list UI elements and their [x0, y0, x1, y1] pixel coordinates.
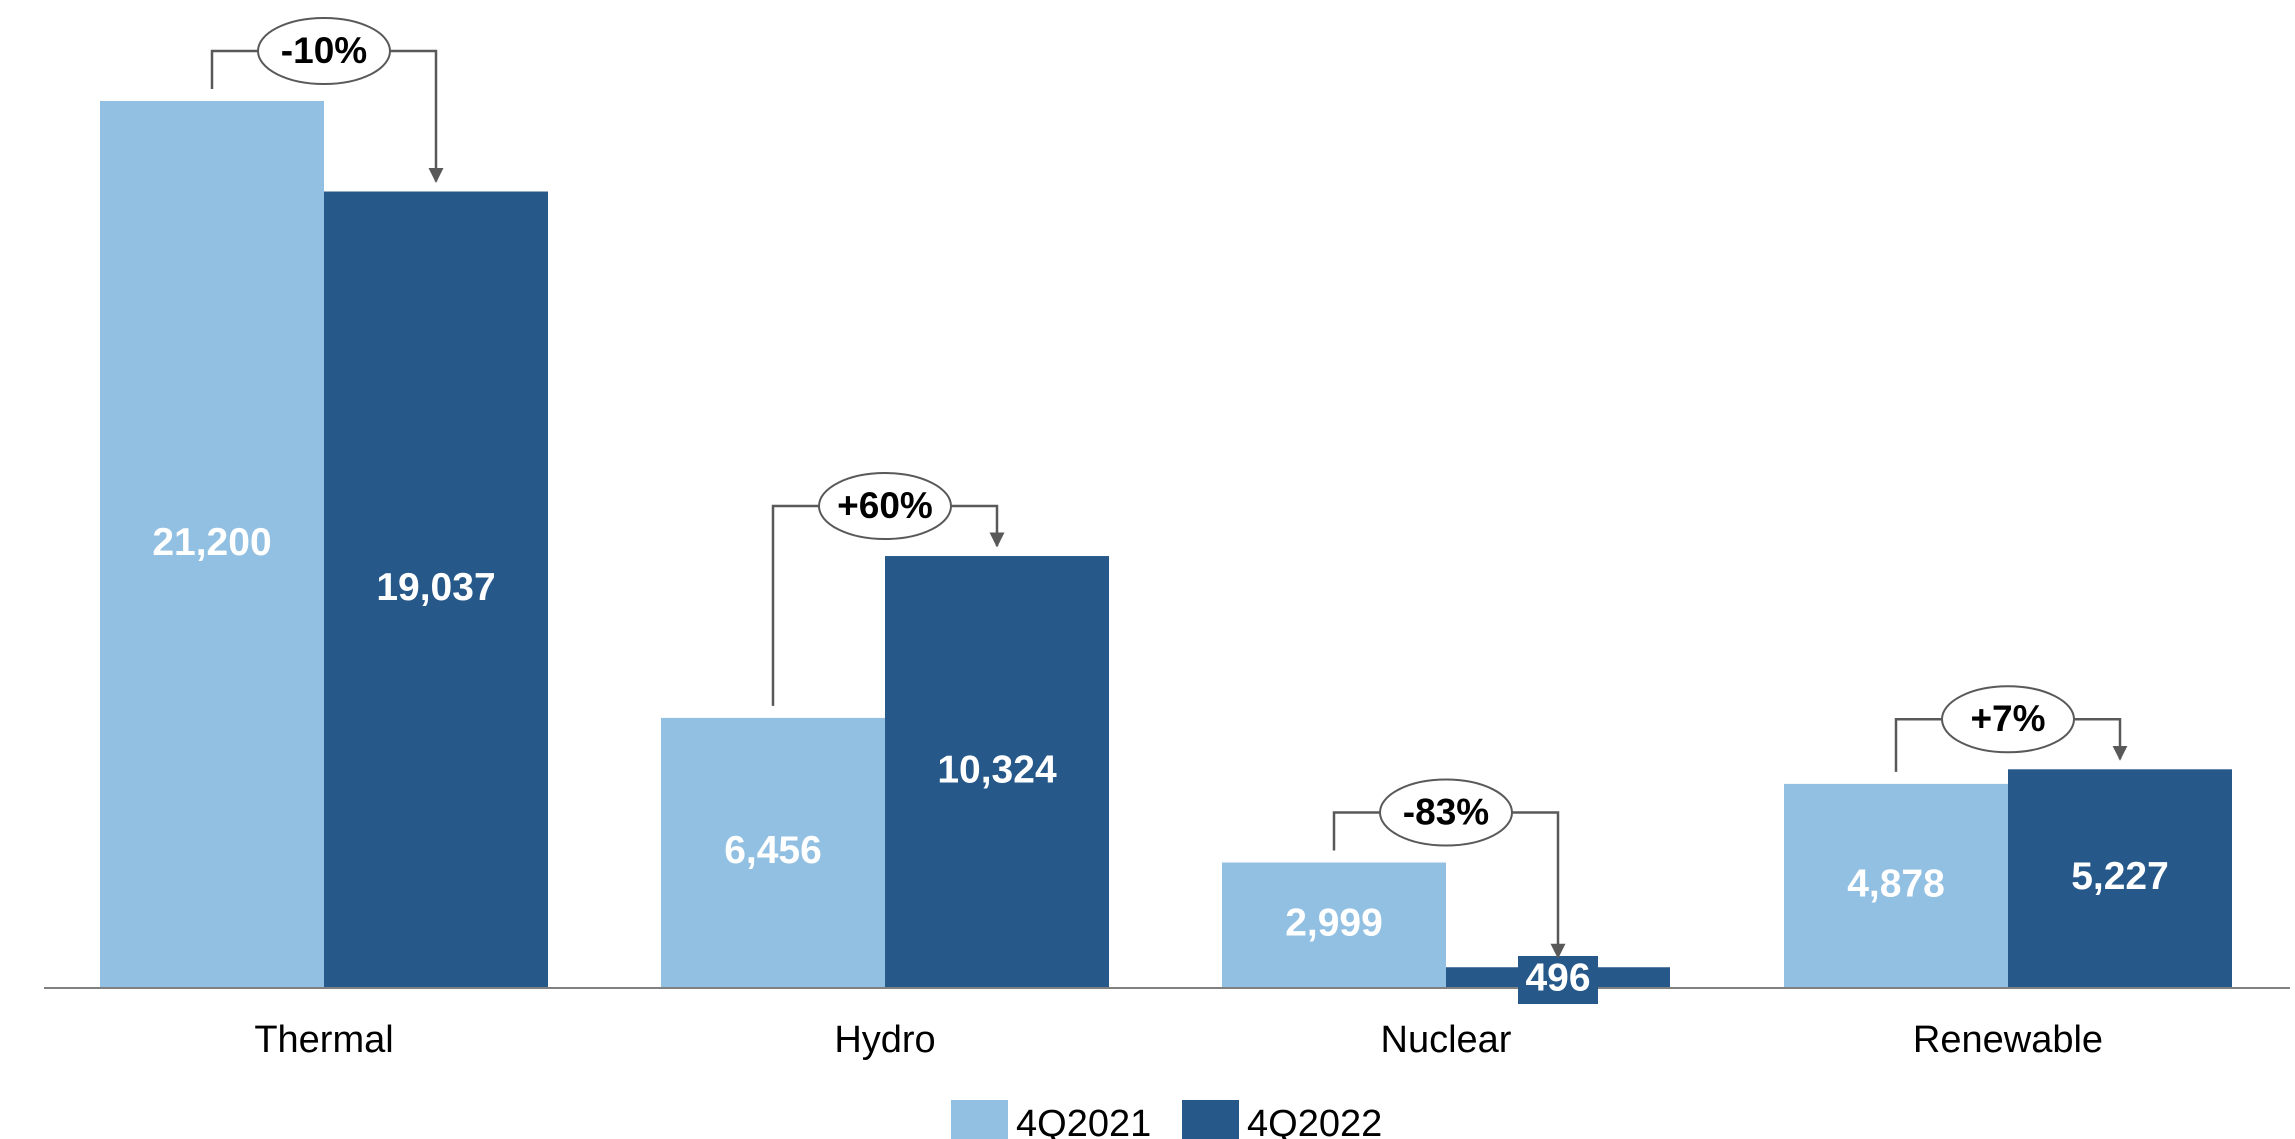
bar-hydro-4q2021: [661, 717, 885, 988]
category-label: Hydro: [834, 1019, 935, 1061]
connector-arrow: [390, 49, 444, 183]
change-annotation: +7%: [1894, 685, 2128, 772]
change-oval: [818, 472, 952, 541]
value-label: 4,878: [1847, 862, 1945, 905]
change-annotation: -83%: [1332, 778, 1566, 959]
bar-renewable-4q2022: [2008, 769, 2232, 988]
connector-line: [210, 49, 258, 89]
value-label: 21,200: [152, 521, 271, 564]
value-label: 5,227: [2071, 855, 2169, 898]
bar-thermal-4q2021: [100, 101, 324, 988]
change-oval: [257, 17, 391, 85]
connector-arrow: [951, 504, 1005, 548]
change-annotation: -10%: [210, 17, 444, 183]
change-oval: [1379, 778, 1513, 847]
connector-arrow: [2074, 718, 2128, 761]
legend-item: 4Q2022: [1182, 1100, 1382, 1139]
category-label: Thermal: [254, 1019, 393, 1061]
value-label: 10,324: [937, 748, 1057, 791]
value-label: 19,037: [376, 566, 495, 609]
legend-swatch: [951, 1100, 1008, 1139]
change-annotation: +60%: [771, 472, 1005, 706]
bar-hydro-4q2022: [885, 556, 1109, 988]
connector-line: [1894, 718, 1942, 772]
connector-line: [1332, 811, 1380, 851]
value-label: 496: [1525, 956, 1590, 999]
labels-layer: 21,200 19,037 Thermal 6,456 10,324 Hydro 2,999…: [152, 521, 2168, 1061]
bars-layer: [100, 101, 2232, 989]
change-label: -10%: [281, 30, 367, 71]
value-label: 6,456: [724, 829, 822, 872]
value-label-box: [1518, 956, 1598, 1004]
value-label: 2,999: [1285, 902, 1383, 945]
category-label: Renewable: [1913, 1019, 2103, 1061]
bar-thermal-4q2022: [324, 191, 548, 989]
change-annotations-layer: -10% +60% -83% +7%: [210, 17, 2128, 959]
connector-line: [771, 504, 819, 706]
legend-label: 4Q2021: [1016, 1103, 1151, 1139]
bar-nuclear-4q2021: [1222, 862, 1446, 988]
legend-swatch: [1182, 1100, 1239, 1139]
change-label: -83%: [1403, 791, 1489, 832]
change-oval: [1941, 685, 2075, 754]
connector-arrow: [1512, 811, 1566, 959]
legend-label: 4Q2022: [1247, 1103, 1382, 1139]
legend: 4Q2021 4Q2022: [951, 1100, 1382, 1139]
change-label: +7%: [1970, 698, 2045, 739]
legend-item: 4Q2021: [951, 1100, 1151, 1139]
change-label: +60%: [837, 485, 933, 526]
bar-renewable-4q2021: [1784, 783, 2008, 988]
category-label: Nuclear: [1381, 1019, 1512, 1061]
